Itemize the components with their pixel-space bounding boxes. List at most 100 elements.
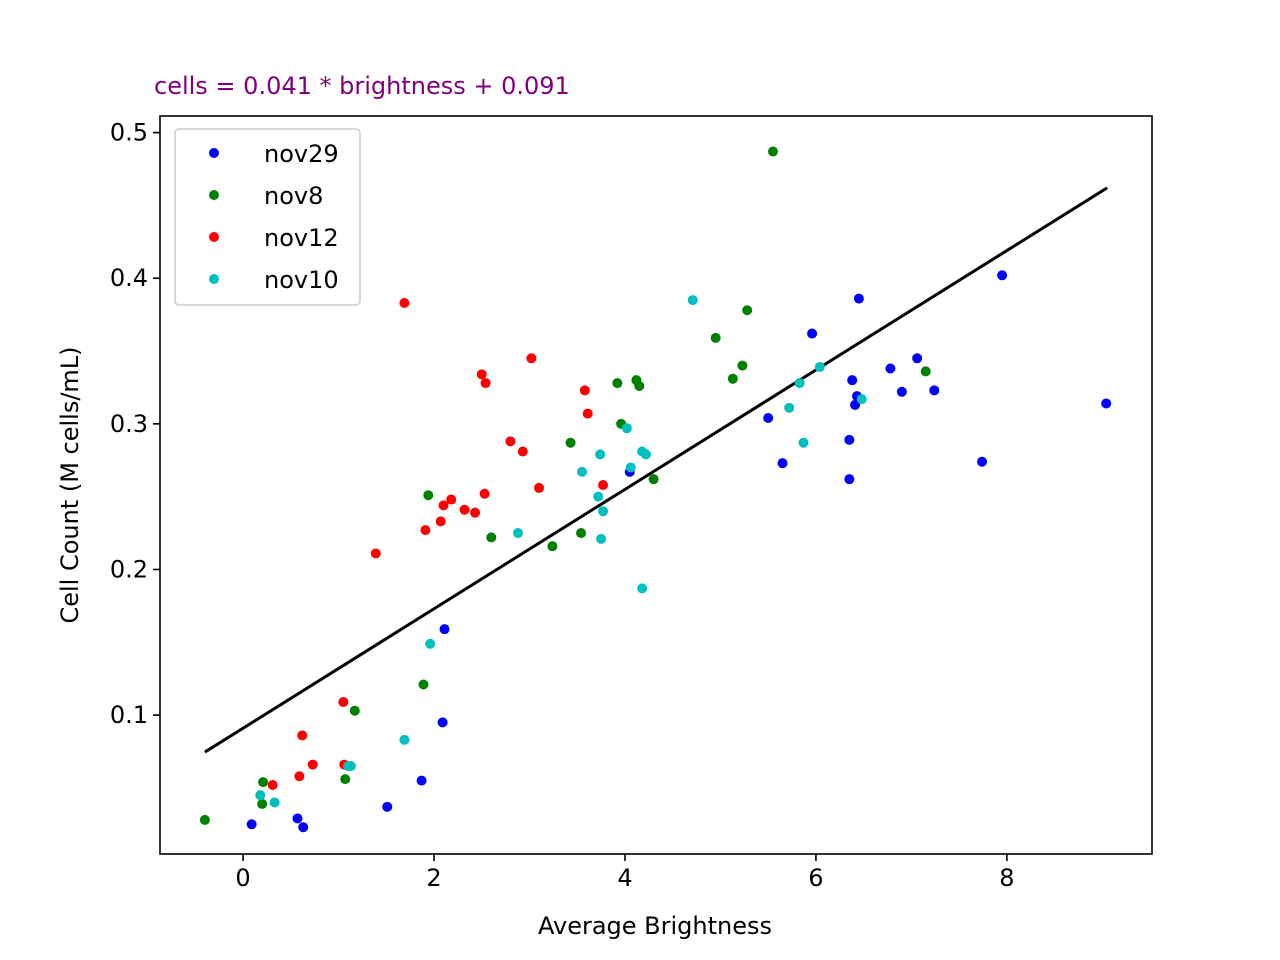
plot-frame — [159, 115, 1153, 855]
data-point-nov10 — [794, 378, 805, 389]
legend-label: nov8 — [264, 182, 323, 210]
legend-box — [174, 128, 361, 306]
data-point-nov29 — [763, 413, 774, 424]
data-point-nov8 — [199, 814, 210, 825]
x-tick-label: 6 — [808, 864, 823, 892]
data-point-nov12 — [438, 500, 449, 511]
data-point-nov29 — [298, 822, 309, 833]
data-point-nov29 — [853, 293, 864, 304]
data-point-nov29 — [844, 434, 855, 445]
data-point-nov29 — [844, 474, 855, 485]
data-point-nov29 — [896, 386, 907, 397]
data-point-nov10 — [598, 506, 609, 517]
data-point-nov12 — [582, 408, 593, 419]
data-point-nov29 — [977, 456, 988, 467]
data-point-nov29 — [847, 375, 858, 386]
data-point-nov29 — [807, 328, 818, 339]
data-point-nov8 — [727, 373, 738, 384]
y-tick-label: 0.5 — [110, 119, 148, 147]
data-point-nov29 — [777, 458, 788, 469]
legend-marker-nov12 — [209, 232, 219, 242]
legend-marker-nov10 — [209, 274, 219, 284]
series-nov29 — [246, 270, 1112, 833]
data-point-nov29 — [850, 399, 861, 410]
legend-label: nov10 — [264, 266, 339, 294]
data-point-nov29 — [885, 363, 896, 374]
data-point-nov10 — [687, 295, 698, 306]
data-point-nov10 — [255, 790, 266, 801]
data-point-nov8 — [565, 437, 576, 448]
data-point-nov8 — [634, 380, 645, 391]
x-axis-label: Average Brightness — [538, 912, 772, 940]
data-point-nov8 — [648, 474, 659, 485]
data-point-nov10 — [345, 761, 356, 772]
data-point-nov10 — [640, 449, 651, 460]
x-tick-label: 4 — [617, 864, 632, 892]
data-point-nov10 — [425, 638, 436, 649]
data-point-nov29 — [1101, 398, 1112, 409]
data-point-nov8 — [486, 532, 497, 543]
legend: nov29 nov8 nov12 nov10 — [174, 128, 361, 306]
data-point-nov12 — [420, 525, 431, 536]
data-point-nov29 — [416, 775, 427, 786]
chart-title: cells = 0.041 * brightness + 0.091 — [154, 72, 570, 100]
data-point-nov8 — [547, 541, 558, 552]
data-point-nov12 — [505, 436, 516, 447]
data-point-nov12 — [598, 480, 609, 490]
data-point-nov8 — [349, 705, 360, 716]
x-axis-ticks: 0 2 4 6 8 — [235, 854, 1015, 892]
data-point-nov8 — [340, 774, 351, 785]
data-point-nov10 — [595, 449, 606, 460]
data-point-nov12 — [297, 730, 308, 741]
data-point-nov12 — [517, 446, 528, 457]
data-point-nov8 — [257, 798, 268, 809]
data-point-nov10 — [399, 734, 410, 745]
data-point-nov12 — [446, 494, 457, 505]
data-point-nov12 — [435, 516, 446, 527]
data-point-nov12 — [579, 385, 590, 396]
fit-line-layer — [204, 186, 1108, 754]
data-point-nov10 — [637, 583, 648, 594]
data-point-nov29 — [997, 270, 1008, 281]
y-axis-label: Cell Count (M cells/mL) — [56, 346, 84, 623]
data-point-nov10 — [625, 462, 636, 473]
data-point-nov12 — [476, 369, 487, 380]
legend-label: nov12 — [264, 224, 339, 252]
x-tick-label: 2 — [426, 864, 441, 892]
series-nov8 — [199, 146, 931, 825]
data-point-nov8 — [710, 332, 721, 343]
data-point-nov10 — [577, 466, 588, 477]
data-point-nov8 — [576, 528, 587, 539]
data-point-nov8 — [418, 679, 429, 690]
data-point-nov10 — [856, 394, 867, 405]
data-point-nov12 — [459, 504, 470, 515]
data-point-nov29 — [292, 813, 303, 824]
x-tick-label: 0 — [235, 864, 250, 892]
data-point-nov12 — [534, 482, 545, 493]
data-point-nov10 — [269, 797, 280, 808]
data-points-layer — [199, 146, 1112, 833]
data-point-nov12 — [480, 378, 491, 389]
data-point-nov8 — [767, 146, 778, 157]
y-tick-label: 0.2 — [110, 555, 148, 583]
data-point-nov10 — [814, 362, 825, 373]
data-point-nov29 — [912, 353, 923, 364]
data-point-nov12 — [479, 488, 490, 499]
data-point-nov12 — [294, 771, 305, 782]
data-point-nov10 — [784, 402, 795, 413]
data-point-nov29 — [437, 717, 448, 728]
data-point-nov12 — [526, 353, 537, 364]
data-point-nov12 — [399, 297, 410, 308]
data-point-nov10 — [798, 437, 809, 448]
data-point-nov8 — [737, 360, 748, 371]
data-point-nov8 — [742, 305, 753, 316]
data-point-nov10 — [621, 423, 632, 434]
y-tick-label: 0.4 — [110, 264, 148, 292]
data-point-nov12 — [338, 696, 349, 707]
x-tick-label: 8 — [999, 864, 1014, 892]
legend-marker-nov29 — [209, 148, 219, 158]
series-nov10 — [255, 295, 867, 808]
data-point-nov12 — [370, 548, 381, 559]
data-point-nov8 — [920, 366, 931, 377]
